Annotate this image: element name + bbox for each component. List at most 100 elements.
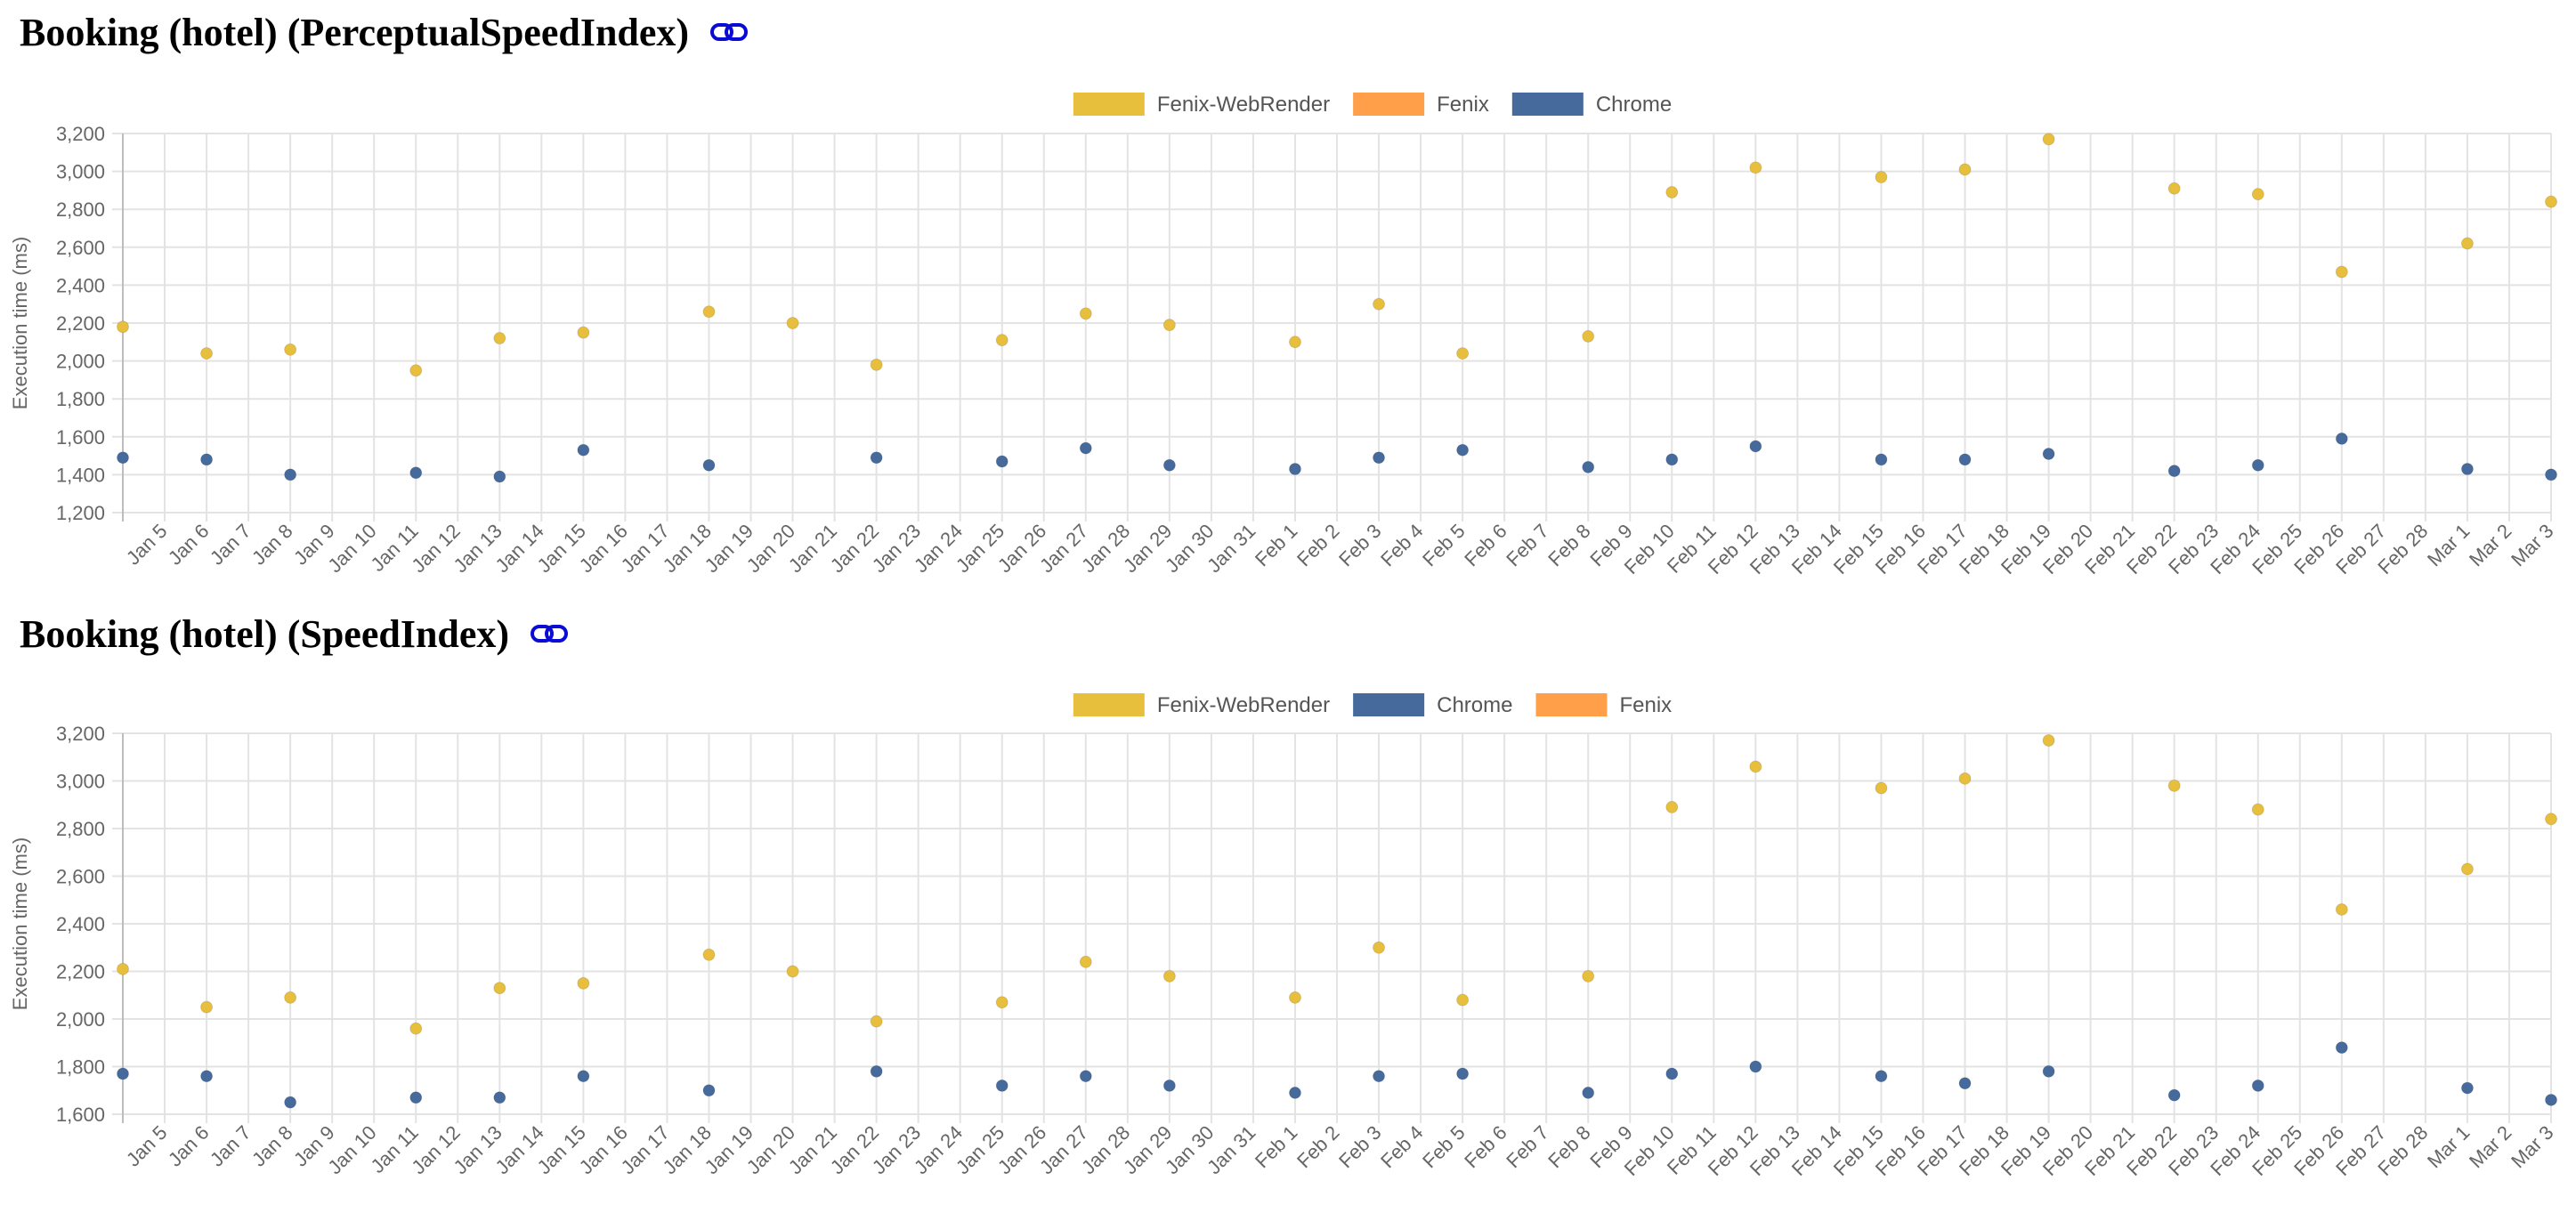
data-point [2545,195,2557,208]
data-point [200,453,214,466]
y-tick-label: 3,200 [56,723,105,745]
data-point [786,317,799,329]
data-point [117,962,129,975]
y-tick-label: 2,200 [56,961,105,983]
data-point [2042,133,2055,146]
data-point [870,1064,883,1078]
data-point [1582,329,1595,343]
data-point [702,1084,716,1097]
data-point [1958,772,1972,785]
data-point [1373,1070,1386,1083]
y-tick-label: 3,000 [56,771,105,793]
x-tick-label: Feb 1 [1251,520,1301,570]
legend-swatch [1073,93,1145,116]
x-tick-label: Feb 8 [1543,520,1594,570]
data-point [493,332,506,345]
legend: Fenix-WebRender Chrome Fenix [1073,693,1672,717]
data-point [2335,1041,2348,1055]
chart-section-speed-index: Booking (hotel) (SpeedIndex) 1,600 1,800 2… [0,602,2576,1205]
legend-item: Fenix-WebRender [1073,693,1330,717]
series-chrome [117,1041,2557,1109]
data-point [1749,161,1762,174]
data-point [200,1000,214,1014]
x-tick-label: Feb 3 [1334,520,1385,570]
data-point [117,451,129,465]
chart-heading: Booking (hotel) (SpeedIndex) [20,609,569,659]
legend-item: Fenix-WebRender [1073,93,1330,117]
data-point [1875,453,1888,466]
data-point [2545,468,2557,481]
data-point [2251,458,2264,472]
data-point [1958,453,1972,466]
y-tick-label: 3,000 [56,161,105,183]
data-point [1288,1086,1301,1099]
data-point [1079,307,1092,320]
data-point [1749,440,1762,453]
data-point [1373,941,1386,954]
series-fenix-webrender [117,133,2557,377]
data-point [2251,188,2264,201]
y-tick-label: 2,400 [56,913,105,935]
data-point [2167,779,2181,792]
data-point [409,364,423,377]
series-fenix-webrender [117,734,2557,1035]
data-point [1373,451,1386,465]
data-point [786,965,799,978]
data-point [409,466,423,480]
data-point [2042,447,2055,460]
data-point [284,991,297,1004]
data-point [1288,336,1301,349]
x-tick-label: Feb 8 [1543,1121,1594,1172]
scatter-chart: 1,200 1,400 1,600 1,800 2,000 2,200 2,400 2,600… [9,93,2558,578]
legend-swatch [1073,693,1145,716]
data-point [200,1070,214,1083]
chart-title: Booking (hotel) (SpeedIndex) [20,611,510,656]
data-point [995,996,1009,1009]
x-tick-label: Feb 4 [1376,520,1427,570]
data-point [1288,463,1301,476]
x-tick-label: Jan 6 [164,1121,214,1171]
data-point [409,1091,423,1104]
x-tick-label: Feb 6 [1460,520,1511,570]
data-point [1456,993,1470,1007]
data-point [577,976,590,990]
data-point [409,1022,423,1035]
chart-title: Booking (hotel) (PerceptualSpeedIndex) [20,10,690,54]
data-point [117,1067,129,1080]
legend-swatch [1353,693,1425,716]
data-point [2545,1093,2557,1106]
data-point [284,343,297,356]
y-tick-label: 2,800 [56,198,105,221]
x-tick-label: Feb 3 [1334,1121,1385,1172]
x-tick-label: Jan 5 [122,520,172,570]
series-chrome [117,432,2557,483]
data-point [1079,441,1092,455]
legend-item: Chrome [1353,693,1512,717]
data-point [117,320,129,334]
data-point [2167,182,2181,195]
legend-label: Fenix [1437,93,1489,117]
data-point [995,455,1009,468]
data-point [1582,969,1595,983]
data-point [493,1091,506,1104]
x-tick-label: Jan 6 [164,520,214,570]
data-point [284,1096,297,1109]
y-tick-label: 1,600 [56,1104,105,1126]
legend-label: Chrome [1437,693,1512,717]
x-tick-label: Mar 3 [2507,1121,2557,1172]
x-tick-label: Feb 5 [1418,520,1469,570]
y-tick-label: 1,600 [56,426,105,449]
legend: Fenix-WebRender Fenix Chrome [1073,93,1672,117]
x-tick-label: Jan 10 [323,520,380,577]
data-point [2460,862,2474,876]
link-icon[interactable] [531,623,569,644]
data-point [284,468,297,481]
data-point [493,470,506,483]
x-tick-label: Mar 2 [2465,1121,2515,1172]
data-point [995,1079,1009,1092]
chart-heading: Booking (hotel) (PerceptualSpeedIndex) [20,7,749,57]
y-tick-label: 2,000 [56,1008,105,1031]
y-tick-label: 2,200 [56,312,105,335]
link-icon[interactable] [710,21,749,43]
x-tick-label: Jan 10 [323,1121,380,1178]
